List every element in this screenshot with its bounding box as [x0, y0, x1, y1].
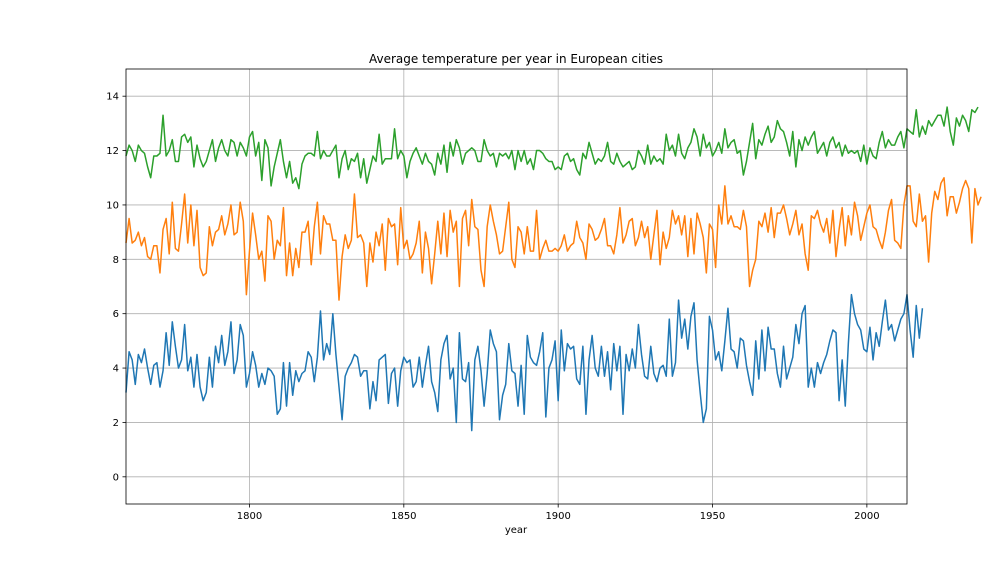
series-line-3 — [125, 106, 979, 190]
y-tick-label: 4 — [113, 364, 119, 375]
axes: 1800 1850 1900 1950 2000 0 2 4 6 8 10 12 14 — [106, 92, 879, 522]
chart-title: Average temperature per year in European… — [369, 52, 663, 66]
y-tick-label: 10 — [106, 200, 119, 211]
y-tick-label: 0 — [113, 472, 119, 483]
series-line-1 — [125, 293, 924, 432]
y-tick-label: 8 — [113, 255, 119, 266]
x-axis-label: year — [505, 525, 528, 536]
x-tick-label: 2000 — [854, 511, 879, 522]
plot-frame — [125, 68, 908, 505]
y-tick-label: 14 — [106, 92, 119, 103]
x-tick-label: 1800 — [237, 511, 262, 522]
y-tick-label: 6 — [113, 309, 119, 320]
x-tick-label: 1900 — [545, 511, 570, 522]
x-tick-label: 1850 — [391, 511, 416, 522]
series-layer — [125, 106, 982, 432]
x-tick-label: 1950 — [700, 511, 725, 522]
y-tick-label: 12 — [106, 146, 119, 157]
series-line-2 — [125, 177, 982, 301]
y-tick-label: 2 — [113, 418, 119, 429]
